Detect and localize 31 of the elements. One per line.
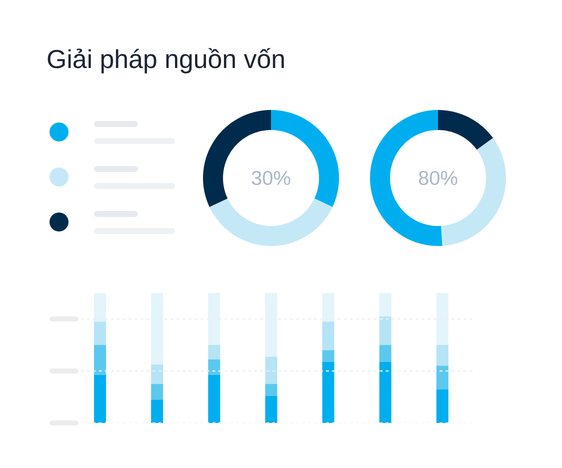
bar — [151, 384, 164, 400]
bar — [208, 359, 220, 375]
bar — [379, 293, 392, 316]
bar — [436, 293, 448, 345]
bar — [265, 384, 278, 396]
bar — [379, 316, 392, 345]
bar — [94, 293, 106, 322]
chart-title: Giải pháp nguồn vốn — [48, 48, 284, 74]
bar — [379, 345, 392, 362]
bar — [208, 345, 220, 360]
text: 30% — [252, 170, 290, 186]
bar — [436, 345, 448, 366]
bar — [94, 345, 106, 375]
bar — [436, 389, 448, 423]
bar — [436, 366, 448, 390]
bar — [322, 350, 334, 362]
bar — [379, 362, 392, 423]
bar — [94, 374, 106, 423]
bar — [151, 400, 164, 423]
bar — [322, 322, 334, 350]
bar — [208, 374, 220, 423]
bar — [151, 293, 164, 364]
text: 80% — [418, 170, 458, 186]
bar — [151, 364, 164, 384]
bar — [265, 356, 278, 384]
bar — [265, 293, 278, 357]
bar — [208, 293, 220, 345]
bar — [322, 362, 334, 423]
bar — [322, 293, 334, 322]
bar — [265, 396, 278, 423]
bar — [94, 322, 106, 345]
